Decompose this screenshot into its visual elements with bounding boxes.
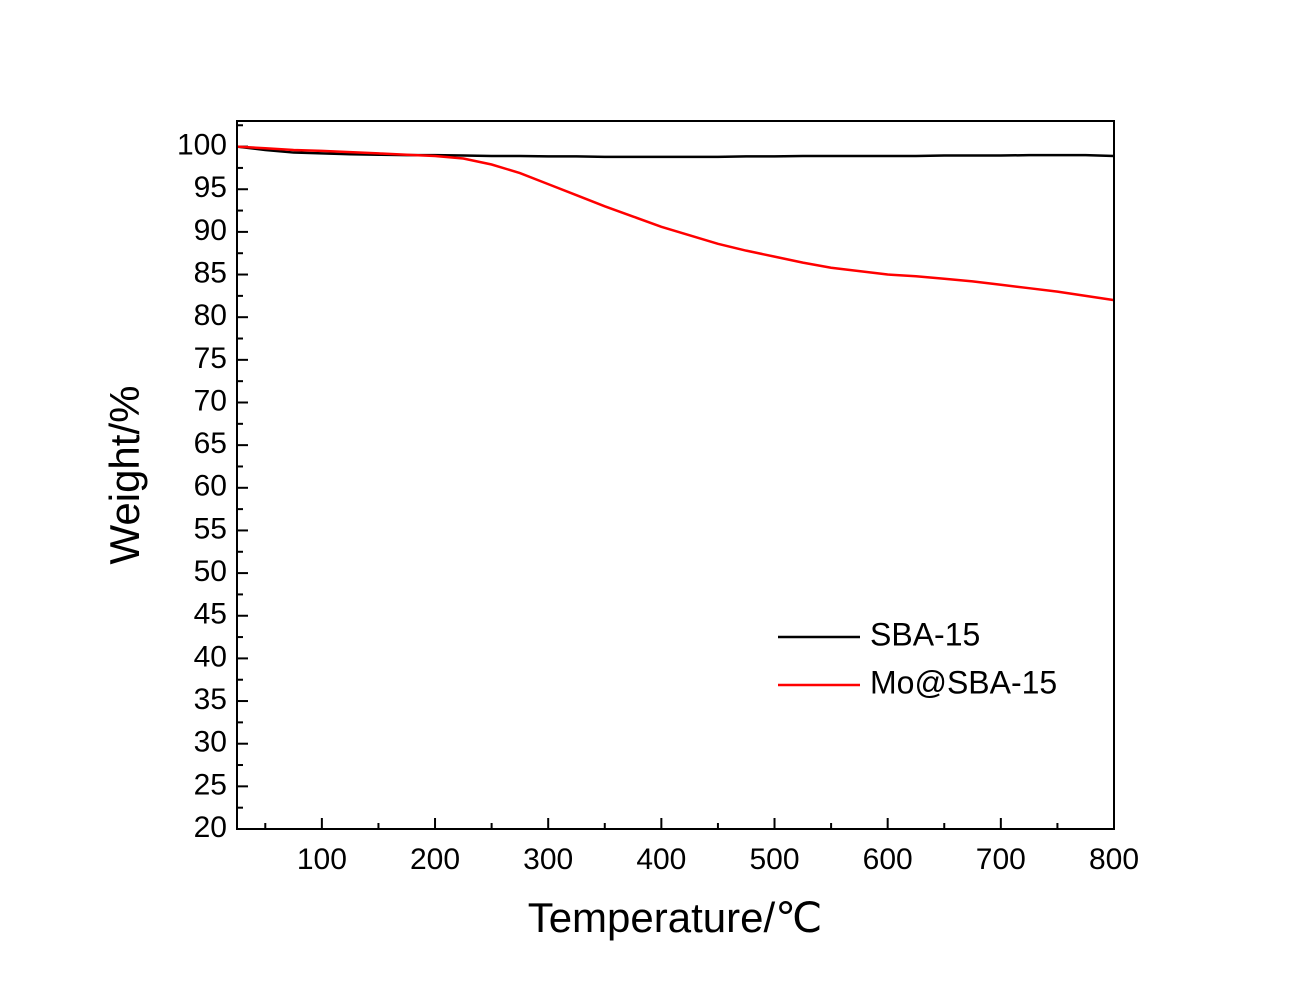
y-tick-label: 80 <box>194 299 227 332</box>
y-tick-label: 75 <box>194 342 227 375</box>
y-tick-label: 55 <box>194 512 227 545</box>
y-tick-label: 45 <box>194 598 227 631</box>
data-line <box>236 145 1115 159</box>
x-tick-label: 500 <box>749 843 799 876</box>
plot-frame <box>236 120 1115 830</box>
x-tick-label: 400 <box>636 843 686 876</box>
y-tick-label: 25 <box>194 768 227 801</box>
y-tick-label: 40 <box>194 640 227 673</box>
y-tick-label: 30 <box>194 726 227 759</box>
y-tick-label: 35 <box>194 683 227 716</box>
legend-label: Mo@SBA-15 <box>870 664 1057 700</box>
y-axis-label: Weight/% <box>101 386 148 565</box>
y-tick-label: 65 <box>194 427 227 460</box>
y-tick-label: 70 <box>194 384 227 417</box>
x-tick-label: 300 <box>523 843 573 876</box>
y-tick-label: 95 <box>194 171 227 204</box>
x-tick-label: 200 <box>410 843 460 876</box>
x-tick-label: 100 <box>297 843 347 876</box>
y-tick-label: 100 <box>177 129 227 162</box>
y-tick-label: 20 <box>194 811 227 844</box>
y-tick-label: 90 <box>194 214 227 247</box>
x-axis-label: Temperature/℃ <box>528 894 823 941</box>
y-tick-label: 60 <box>194 470 227 503</box>
x-tick-label: 600 <box>863 843 913 876</box>
x-tick-label: 700 <box>976 843 1026 876</box>
legend-label: SBA-15 <box>870 616 980 652</box>
data-line <box>236 145 1115 302</box>
y-tick-label: 85 <box>194 256 227 289</box>
y-tick-label: 50 <box>194 555 227 588</box>
x-tick-label: 800 <box>1089 843 1139 876</box>
